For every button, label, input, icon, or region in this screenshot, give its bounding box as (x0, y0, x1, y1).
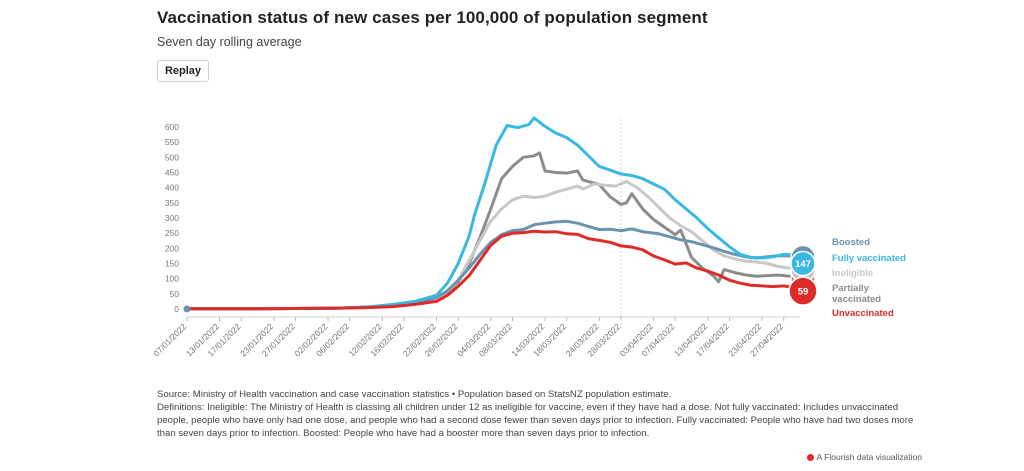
replay-button[interactable]: Replay (157, 60, 209, 82)
y-tick-label: 600 (165, 122, 179, 132)
chart-title: Vaccination status of new cases per 100,… (157, 8, 708, 27)
y-tick-label: 100 (165, 274, 179, 284)
y-tick-label: 250 (165, 228, 179, 238)
line-chart: 0 50 100 150 200 250 300 350 400 450 500 550 600 07/0… (151, 116, 906, 358)
y-tick-label: 0 (174, 304, 179, 314)
series-line-unvaccinated (185, 229, 802, 311)
flourish-credit-label: A Flourish data visualization (816, 452, 922, 462)
y-tick-label: 500 (165, 152, 179, 162)
legend-label-boosted: Boosted (832, 237, 870, 248)
definitions-note: Definitions: Ineligible: The Ministry of… (157, 402, 914, 439)
y-tick-label: 350 (165, 198, 179, 208)
series-start-dot (183, 305, 191, 313)
y-tick-label: 400 (165, 183, 179, 193)
x-tick-label: 07/01/2022 (151, 321, 188, 358)
source-note: Source: Ministry of Health vaccination a… (157, 389, 672, 400)
chart-notes: Source: Ministry of Health vaccination a… (157, 388, 917, 440)
legend-label-fully-vaccinated: Fully vaccinated (832, 253, 906, 264)
y-tick-label: 50 (170, 289, 180, 299)
legend-label-partially-vaccinated: Partially vaccinated (832, 283, 881, 305)
end-bubble-unvaccinated (788, 276, 818, 306)
y-tick-label: 200 (165, 243, 179, 253)
end-value-fully-vaccinated: 147 (795, 259, 811, 270)
end-value-unvaccinated: 59 (798, 287, 809, 298)
y-tick-label: 550 (165, 137, 179, 147)
flourish-logo-icon (806, 453, 814, 461)
y-tick-label: 300 (165, 213, 179, 223)
series-line-fully-vaccinated (185, 116, 802, 311)
end-bubble-fully-vaccinated (790, 250, 816, 277)
series-line-ineligible (185, 180, 802, 311)
y-tick-label: 150 (165, 259, 179, 269)
legend-label-ineligible: Ineligible (832, 268, 873, 279)
legend-label-unvaccinated: Unvaccinated (832, 308, 894, 319)
chart-subtitle: Seven day rolling average (157, 35, 302, 49)
series-line-boosted (185, 219, 802, 311)
y-tick-label: 450 (165, 168, 179, 178)
flourish-credit[interactable]: A Flourish data visualization (806, 452, 922, 462)
